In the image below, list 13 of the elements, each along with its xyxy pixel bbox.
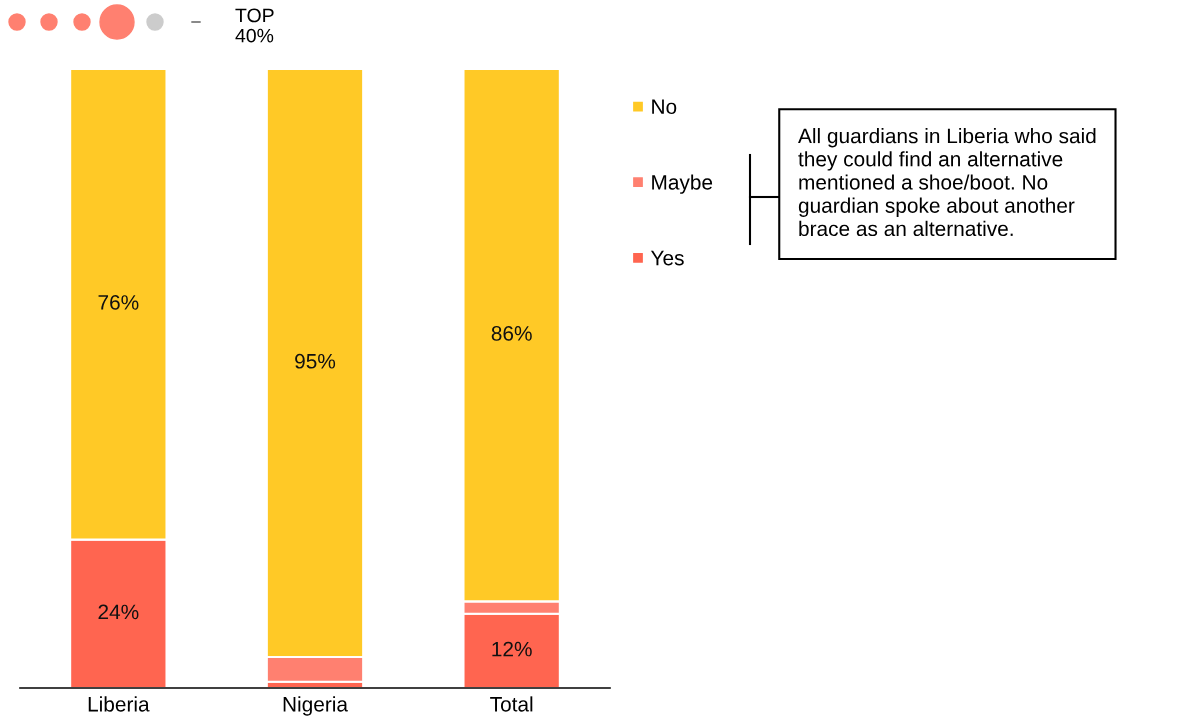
text: All guardians in Liberia who said they could find an alternative mentioned a shoe/boot. No guardian spoke about another brace as an alternative. xyxy=(798,128,1096,237)
x-tick-label: Nigeria xyxy=(283,696,348,716)
data-label: 12% xyxy=(492,641,532,657)
data-label: 76% xyxy=(98,295,139,310)
data-label: 95% xyxy=(295,353,336,369)
x-tick-label: Liberia xyxy=(88,696,150,712)
x-tick-label: Total xyxy=(490,696,533,712)
text: TOP 40% xyxy=(235,8,274,43)
data-label: 86% xyxy=(491,326,532,341)
legend-label: Maybe xyxy=(652,174,713,194)
legend-label: No xyxy=(652,99,677,115)
data-label: 24% xyxy=(98,604,139,620)
legend-label: Yes xyxy=(650,250,684,266)
